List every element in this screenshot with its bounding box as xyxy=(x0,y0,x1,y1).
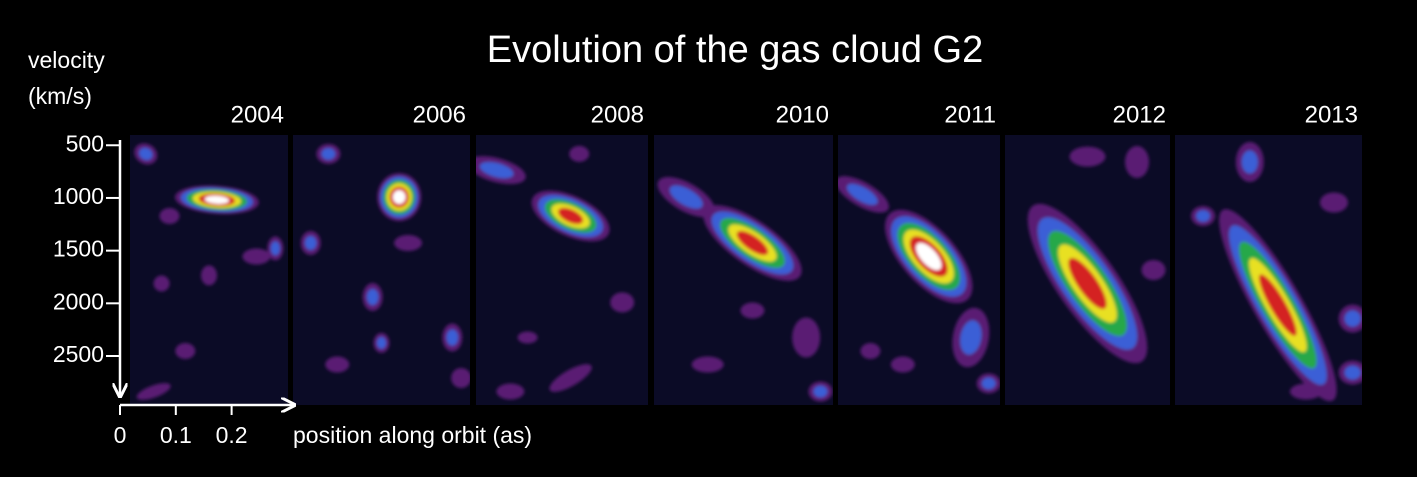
x-axis-label: position along orbit (as) xyxy=(293,422,532,448)
y-axis-label: velocity xyxy=(28,47,105,73)
emission-contour xyxy=(549,364,592,392)
panel-image xyxy=(838,176,1000,394)
emission-contour xyxy=(558,207,584,225)
emission-contour xyxy=(394,235,423,251)
emission-contour xyxy=(1344,365,1361,380)
panel-image xyxy=(300,143,470,388)
emission-contour xyxy=(981,377,996,390)
emission-contour xyxy=(159,208,180,224)
panel-image xyxy=(134,143,284,400)
emission-contour xyxy=(325,356,350,373)
emission-contour xyxy=(479,162,514,179)
panel-year-label: 2008 xyxy=(591,101,644,128)
panel-image xyxy=(1027,146,1166,364)
panel-year-label: 2012 xyxy=(1113,101,1166,128)
emission-contour xyxy=(1289,383,1322,400)
y-tick-label: 1000 xyxy=(53,183,104,209)
emission-contour xyxy=(860,343,881,359)
emission-contour xyxy=(1196,210,1210,222)
panel-year-label: 2011 xyxy=(944,101,996,128)
pv-panel: 2008 xyxy=(476,101,648,405)
emission-contour xyxy=(1069,146,1106,167)
emission-contour xyxy=(610,292,635,313)
emission-contour xyxy=(736,230,769,256)
emission-contour xyxy=(740,302,765,319)
emission-contour xyxy=(136,383,171,400)
emission-contour xyxy=(376,337,387,349)
panel-background xyxy=(654,135,833,405)
panel-image xyxy=(1191,142,1362,402)
panel-year-label: 2006 xyxy=(413,101,466,128)
emission-contour xyxy=(813,385,828,398)
panel-year-label: 2010 xyxy=(776,101,829,128)
emission-contour xyxy=(1344,310,1361,327)
pv-panel: 2004 xyxy=(130,101,288,405)
emission-contour xyxy=(446,329,459,346)
emission-contour xyxy=(204,195,230,204)
emission-contour xyxy=(242,248,271,265)
y-tick-label: 1500 xyxy=(53,236,104,262)
emission-contour xyxy=(1125,146,1149,178)
x-tick-label: 0.2 xyxy=(216,422,248,448)
chart-title: Evolution of the gas cloud G2 xyxy=(487,29,983,71)
emission-contour xyxy=(517,331,538,344)
emission-contour xyxy=(890,356,915,373)
emission-contour xyxy=(846,183,878,205)
panel-background xyxy=(293,135,470,405)
emission-contour xyxy=(451,368,470,388)
emission-contour xyxy=(1141,260,1166,280)
emission-contour xyxy=(691,356,724,373)
y-axis-label: (km/s) xyxy=(28,83,92,109)
emission-contour xyxy=(139,147,153,160)
pv-panel: 2006 xyxy=(293,101,470,405)
pv-panel: 2011 xyxy=(838,101,1000,405)
panel-year-label: 2004 xyxy=(231,101,284,128)
emission-contour xyxy=(792,317,821,358)
pv-panel: 2010 xyxy=(654,101,833,405)
pv-panel: 2013 xyxy=(1175,101,1362,405)
axes: 500 1000 1500 2000 2500 0 0.1 0.2 xyxy=(53,130,293,448)
panel-image xyxy=(476,145,635,400)
emission-contour xyxy=(366,288,379,306)
emission-contour xyxy=(270,241,280,256)
panels: 2004 2006 2008 2010 2011 2012 2013 xyxy=(130,101,1362,405)
y-tick-label: 2500 xyxy=(53,341,104,367)
emission-contour xyxy=(1068,257,1107,310)
emission-contour xyxy=(175,343,196,359)
emission-contour xyxy=(1319,192,1348,213)
emission-contour xyxy=(669,185,703,209)
y-tick-label: 2000 xyxy=(53,288,104,314)
emission-contour xyxy=(496,383,525,400)
emission-contour xyxy=(321,148,336,160)
x-tick-label: 0 xyxy=(114,422,127,448)
emission-contour xyxy=(201,265,217,286)
panel-image xyxy=(657,177,833,402)
panel-year-label: 2013 xyxy=(1305,101,1358,128)
emission-contour xyxy=(1259,274,1297,336)
pv-panel: 2012 xyxy=(1005,101,1170,405)
emission-contour xyxy=(960,320,982,355)
emission-contour xyxy=(392,190,406,205)
emission-contour xyxy=(304,236,317,250)
emission-contour xyxy=(569,145,590,162)
emission-contour xyxy=(153,275,170,292)
emission-contour xyxy=(915,242,942,271)
emission-contour xyxy=(1241,150,1258,174)
y-tick-label: 500 xyxy=(66,130,104,156)
x-tick-label: 0.1 xyxy=(160,422,192,448)
